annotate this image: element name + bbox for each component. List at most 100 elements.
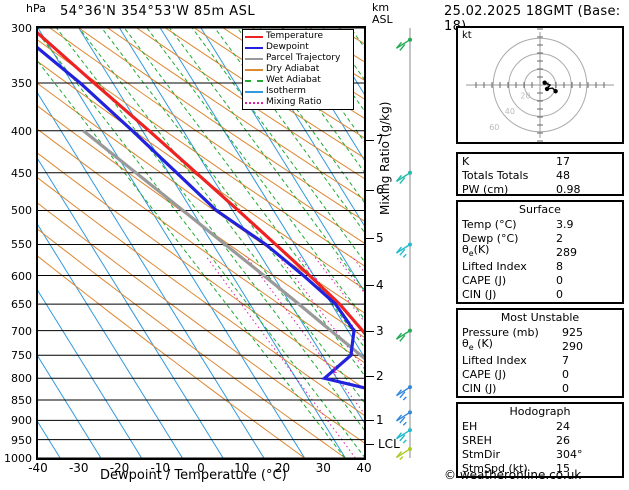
index-row: EH 24: [458, 419, 622, 433]
legend-item: Parcel Trajectory: [245, 53, 351, 64]
index-row: CAPE (J) 0: [458, 367, 622, 381]
legend-label: Mixing Ratio: [266, 97, 322, 107]
temperature-tick-label: -30: [68, 461, 89, 475]
index-key: Lifted Index: [462, 259, 527, 273]
legend-item: Isotherm: [245, 86, 351, 97]
index-key: CAPE (J): [462, 273, 507, 287]
pressure-tick-label: 550: [11, 238, 32, 252]
altitude-tick: [366, 189, 374, 191]
index-key: SREH: [462, 433, 492, 447]
most-unstable-indices-table: Most Unstable Pressure (mb) 925 θe (K) 290 Li…: [456, 308, 624, 398]
index-row: Pressure (mb) 925: [458, 325, 622, 339]
index-value: 24: [556, 419, 570, 433]
index-value: 0: [562, 381, 569, 395]
pressure-tick-label: 650: [11, 298, 32, 312]
index-row: CIN (J) 0: [458, 381, 622, 395]
legend-item: Mixing Ratio: [245, 97, 351, 108]
altitude-tick: [366, 237, 374, 239]
index-key: StmSpd (kt): [462, 461, 528, 475]
temperature-tick-label: 10: [234, 461, 250, 475]
skewt-canvas: 12346810152025: [38, 28, 364, 458]
index-row: Temp (°C) 3.9: [458, 217, 622, 231]
index-value: 48: [556, 168, 570, 182]
altitude-tick: [366, 284, 374, 286]
index-key: CIN (J): [462, 287, 497, 301]
altitude-tick: [366, 140, 374, 142]
index-row: StmDir 304°: [458, 447, 622, 461]
svg-text:20: 20: [520, 92, 530, 101]
hodograph-unit-label: kt: [462, 30, 472, 41]
altitude-tick-label: 1: [376, 412, 384, 427]
index-value: 0: [556, 287, 563, 301]
index-row: Lifted Index 8: [458, 259, 622, 273]
pressure-tick-label: 950: [11, 433, 32, 447]
hodograph-canvas: 20 40 60: [466, 28, 614, 142]
temperature-tick-label: 0: [197, 461, 205, 475]
index-value: 290: [562, 339, 583, 353]
x-axis-title: Dewpoint / Temperature (°C): [100, 468, 287, 483]
index-key: Pressure (mb): [462, 325, 539, 339]
index-value: 2: [556, 231, 563, 245]
pressure-tick-label: 600: [11, 269, 32, 283]
index-row: θe(K) 289: [458, 243, 622, 259]
index-row: Lifted Index 7: [458, 353, 622, 367]
legend-swatch: [245, 46, 263, 49]
index-key: EH: [462, 419, 478, 433]
credit-watermark: © weatheronline.co.uk: [444, 468, 582, 482]
wind-barbs: [395, 28, 412, 461]
index-value: 0: [562, 367, 569, 381]
pressure-tick-label: 800: [11, 372, 32, 386]
pressure-tick-label: 1000: [4, 452, 32, 465]
temperature-tick-label: -10: [150, 461, 171, 475]
altitude-tick-label: 5: [376, 230, 384, 245]
temperature-tick-label: 40: [356, 461, 372, 475]
index-key: Temp (°C): [462, 217, 517, 231]
hodograph-indices-table: Hodograph EH 24 SREH 26 StmDir 304° StmSpd (kt)…: [456, 402, 624, 478]
pressure-tick-label: 300: [11, 22, 32, 35]
table-heading: Surface: [519, 203, 561, 216]
hodograph-panel: kt 20 40 60: [456, 26, 624, 144]
general-indices-table: K 17 Totals Totals 48 PW (cm) 0.98: [456, 152, 624, 196]
asl-unit-label: ASL: [372, 13, 393, 26]
altitude-tick-label: 4: [376, 277, 384, 292]
legend-swatch: [245, 90, 263, 93]
table-heading: Hodograph: [509, 405, 571, 418]
index-key: Dewp (°C): [462, 231, 519, 245]
index-row: CIN (J) 0: [458, 287, 622, 301]
legend-swatch: [245, 35, 263, 38]
index-row: Dewp (°C) 2: [458, 231, 622, 245]
index-value: 3.9: [556, 217, 574, 231]
altitude-tick-label: 7: [376, 133, 384, 148]
index-row: PW (cm) 0.98: [458, 182, 622, 196]
altitude-tick: [366, 376, 374, 378]
altitude-tick-label: 2: [376, 369, 384, 384]
index-row: CAPE (J) 0: [458, 273, 622, 287]
index-key: θe(K): [462, 243, 490, 259]
index-value: 304°: [556, 447, 583, 461]
index-row: Totals Totals 48: [458, 168, 622, 182]
index-key: CIN (J): [462, 381, 497, 395]
legend-label: Dewpoint: [266, 42, 309, 52]
index-value: 0: [556, 273, 563, 287]
temperature-tick-label: 30: [315, 461, 331, 475]
pressure-tick-label: 850: [11, 393, 32, 407]
legend-label: Dry Adiabat: [266, 64, 320, 74]
legend-item: Dewpoint: [245, 42, 351, 53]
surface-indices-table: Surface Temp (°C) 3.9 Dewp (°C) 2 θe(K) 289 Lif…: [456, 200, 624, 304]
pressure-tick-label: 500: [11, 204, 32, 218]
legend-swatch: [245, 57, 263, 60]
index-value: 17: [556, 154, 570, 168]
pressure-unit-label: hPa: [26, 2, 46, 15]
lcl-tick: [366, 444, 374, 446]
legend-item: Dry Adiabat: [245, 64, 351, 75]
legend-label: Parcel Trajectory: [266, 53, 341, 63]
pressure-tick-label: 450: [11, 166, 32, 180]
temperature-tick-label: -20: [109, 461, 130, 475]
legend-item: Wet Adiabat: [245, 75, 351, 86]
temperature-tick-label: -40: [28, 461, 48, 475]
index-value: 15: [556, 461, 570, 475]
index-row: StmSpd (kt) 15: [458, 461, 622, 475]
legend-label: Isotherm: [266, 86, 306, 96]
temperature-tick-label: 20: [274, 461, 291, 475]
svg-text:40: 40: [505, 107, 515, 116]
